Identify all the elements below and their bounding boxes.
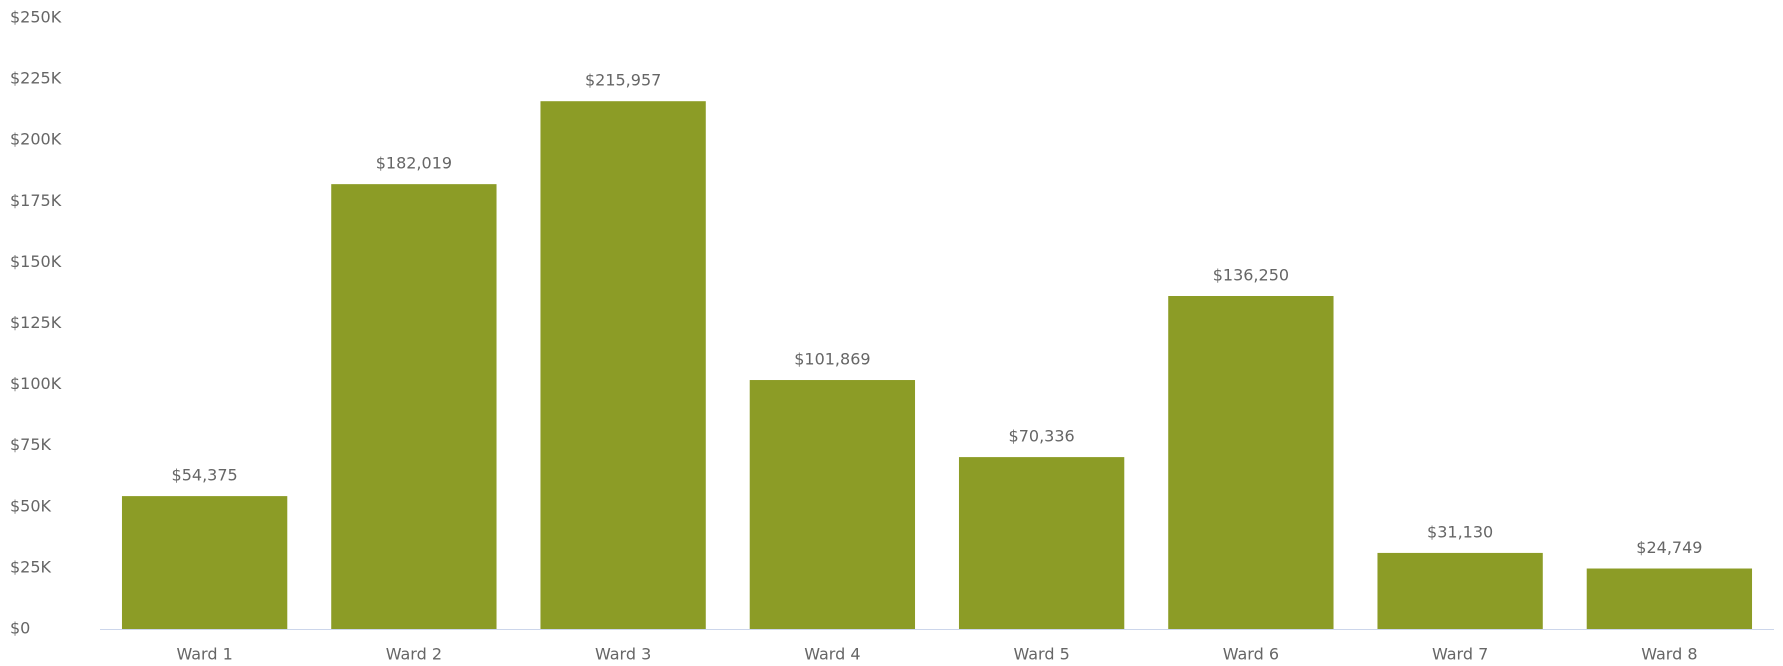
data-label: $70,336 (1009, 427, 1075, 446)
x-tick-label: Ward 8 (1641, 645, 1697, 664)
data-label: $101,869 (794, 350, 870, 369)
x-tick-label: Ward 4 (804, 645, 860, 664)
x-tick-label: Ward 3 (595, 645, 651, 664)
data-label: $31,130 (1427, 522, 1493, 541)
y-tick-label: $75K (10, 435, 52, 454)
data-label: $182,019 (376, 154, 452, 173)
y-tick-label: $25K (10, 557, 52, 576)
y-tick-label: $100K (10, 374, 62, 393)
data-label: $136,250 (1213, 266, 1289, 285)
y-tick-label: $50K (10, 496, 52, 515)
y-tick-label: $0 (10, 619, 30, 638)
x-tick-label: Ward 5 (1013, 645, 1069, 664)
bar (1586, 568, 1753, 629)
y-tick-label: $250K (10, 8, 62, 27)
y-tick-label: $175K (10, 191, 62, 210)
y-tick-label: $200K (10, 130, 62, 149)
y-tick-label: $225K (10, 69, 62, 88)
bar (749, 380, 916, 629)
bar (1168, 296, 1334, 629)
y-tick-label: $125K (10, 313, 62, 332)
bar (958, 457, 1125, 629)
x-tick-label: Ward 7 (1432, 645, 1488, 664)
data-label: $215,957 (585, 71, 661, 90)
bar (331, 184, 497, 629)
x-tick-label: Ward 1 (176, 645, 232, 664)
x-tick-label: Ward 6 (1223, 645, 1279, 664)
bar (1377, 552, 1543, 629)
x-tick-label: Ward 2 (386, 645, 442, 664)
bar (121, 496, 288, 629)
data-label: $24,749 (1636, 538, 1702, 557)
data-label: $54,375 (172, 466, 238, 485)
bar (540, 101, 706, 629)
y-tick-label: $150K (10, 252, 62, 271)
